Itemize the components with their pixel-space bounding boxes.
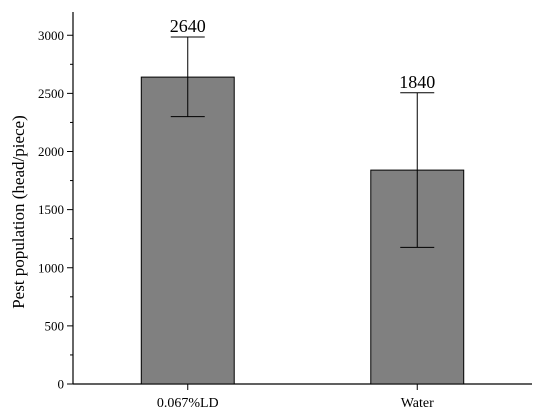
data-label: 1840 [399,72,435,92]
data-labels: 2640 1840 [170,16,436,92]
y-tick-label: 3000 [38,28,64,43]
y-tick-label: 1000 [38,260,64,275]
y-ticks: 0 500 1000 1500 2000 2500 3000 [38,28,73,392]
bars [140,76,465,385]
x-tick-label: 0.067%LD [157,396,219,411]
x-tick-label: Water [401,396,434,411]
y-tick-label: 500 [45,318,65,333]
data-label: 2640 [170,16,206,36]
y-tick-label: 2500 [38,86,64,101]
y-axis-title: Pest population (head/piece) [9,115,28,309]
y-tick-label: 2000 [38,144,64,159]
bar [140,76,235,385]
y-tick-label: 1500 [38,202,64,217]
y-tick-label: 0 [58,377,65,392]
error-bars [170,36,435,248]
x-ticks: 0.067%LD Water [157,384,434,411]
